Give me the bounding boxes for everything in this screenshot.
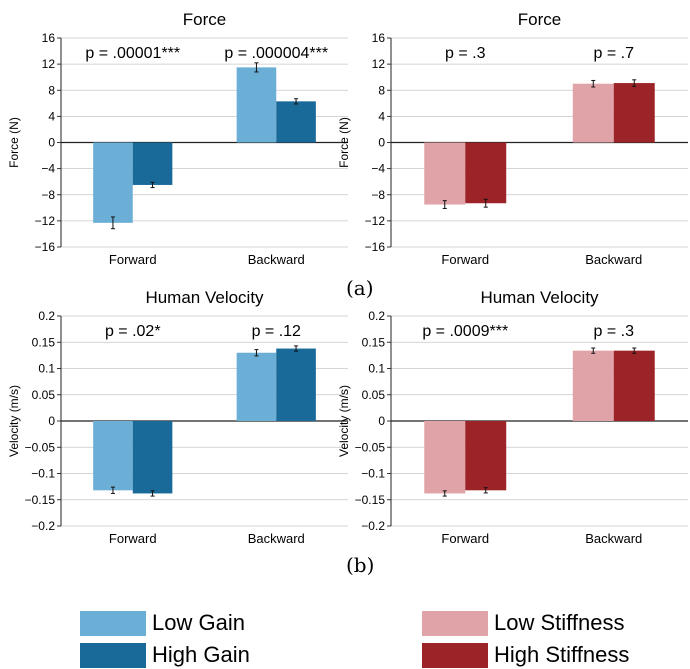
chart-3-p-value: p = .12	[252, 323, 301, 340]
chart-2-bar-forward-high-stiffness	[465, 142, 507, 204]
chart-1-ylabel: Force (N)	[7, 117, 21, 168]
legend-item-low-stiffness: Low Stiffness	[422, 610, 629, 636]
legend-label-low-gain: Low Gain	[152, 610, 245, 635]
legend-swatch-low-stiffness	[422, 610, 488, 636]
chart-1-p-value: p = .00001***	[85, 45, 180, 62]
legend-swatch-high-gain	[80, 642, 146, 668]
chart-2-ytick-label: −16	[365, 240, 386, 254]
chart-1-ytick-label: 16	[42, 31, 56, 45]
legend-stiffness: Low Stiffness High Stiffness	[422, 610, 629, 668]
chart-1-category-label: Backward	[248, 252, 305, 267]
chart-3-bar-forward-high-gain	[132, 421, 173, 494]
chart-3-ytick-label: 0.1	[38, 362, 55, 376]
chart-2-p-value: p = .3	[445, 45, 486, 62]
chart-1-ytick-label: −8	[41, 188, 55, 202]
chart-2-ytick-label: 12	[372, 57, 386, 71]
chart-4-ytick-label: −0.05	[355, 440, 386, 454]
chart-2-category-label: Backward	[585, 252, 642, 267]
chart-2-bar-forward-low-stiffness	[424, 142, 466, 205]
chart-2-bar-backward-high-stiffness	[613, 83, 655, 143]
chart-3-ytick-label: −0.2	[31, 519, 55, 533]
chart-4-ytick-label: 0	[378, 414, 385, 428]
chart-1-p-value: p = .000004***	[224, 45, 328, 62]
chart-4-category-label: Backward	[585, 531, 642, 546]
chart-4-p-value: p = .3	[594, 323, 635, 340]
chart-2-ytick-label: −8	[371, 188, 385, 202]
legend-item-low-gain: Low Gain	[80, 610, 250, 636]
chart-3-ytick-label: −0.1	[31, 467, 55, 481]
chart-1-ytick-label: 12	[42, 57, 56, 71]
chart-1-ytick-label: −12	[35, 214, 56, 228]
legend-label-high-stiffness: High Stiffness	[494, 642, 630, 667]
chart-3-ytick-label: 0.05	[32, 388, 56, 402]
chart-1-bar-forward-low-gain	[93, 142, 133, 223]
chart-2-bar-backward-low-stiffness	[572, 83, 614, 143]
legend-item-high-gain: High Gain	[80, 642, 250, 668]
chart-3-category-label: Forward	[109, 531, 157, 546]
chart-4-ytick-label: 0.15	[362, 335, 386, 349]
chart-2-ytick-label: −12	[365, 214, 386, 228]
chart-1-ytick-label: 8	[48, 83, 55, 97]
chart-2-ylabel: Force (N)	[337, 117, 351, 168]
chart-2-ytick-label: −4	[371, 162, 385, 176]
chart-1-bar-backward-low-gain	[236, 67, 277, 143]
chart-4-ytick-label: 0.1	[368, 362, 385, 376]
chart-3-ytick-label: 0.2	[38, 309, 55, 323]
chart-4-ytick-label: 0.05	[362, 388, 386, 402]
chart-3-ytick-label: −0.05	[25, 440, 56, 454]
chart-4-ytick-label: −0.1	[361, 467, 385, 481]
chart-4-ytick-label: −0.15	[355, 493, 386, 507]
legend-gain: Low Gain High Gain	[80, 610, 250, 668]
legend-label-low-stiffness: Low Stiffness	[494, 610, 625, 635]
chart-1-ytick-label: 0	[48, 136, 55, 150]
chart-3-title: Human Velocity	[145, 288, 264, 307]
chart-3-bar-backward-high-gain	[276, 348, 316, 421]
chart-3-ytick-label: −0.15	[25, 493, 56, 507]
chart-3-ytick-label: 0.15	[32, 335, 56, 349]
chart-4-ylabel: Velocity (m/s)	[337, 385, 351, 457]
legend-item-high-stiffness: High Stiffness	[422, 642, 629, 668]
chart-3-category-label: Backward	[248, 531, 305, 546]
chart-4-bar-forward-high-stiffness	[465, 421, 507, 491]
chart-4-p-value: p = .0009***	[422, 323, 508, 340]
chart-1-title: Force	[183, 10, 226, 29]
chart-4-bar-backward-low-stiffness	[572, 350, 614, 421]
legend-swatch-low-gain	[80, 610, 146, 636]
caption-a: (a)	[346, 276, 374, 300]
chart-3-ytick-label: 0	[48, 414, 55, 428]
chart-1-bar-forward-high-gain	[132, 142, 173, 185]
chart-1-ytick-label: −16	[35, 240, 56, 254]
chart-1-ytick-label: 4	[48, 109, 55, 123]
chart-2-ytick-label: 0	[378, 136, 385, 150]
legend-label-high-gain: High Gain	[152, 642, 250, 667]
chart-2-category-label: Forward	[441, 252, 489, 267]
chart-2-p-value: p = .7	[594, 45, 635, 62]
chart-2-ytick-label: 4	[378, 109, 385, 123]
caption-b: (b)	[346, 553, 375, 577]
chart-4-category-label: Forward	[441, 531, 489, 546]
chart-2-ytick-label: 8	[378, 83, 385, 97]
chart-4-ytick-label: 0.2	[368, 309, 385, 323]
chart-3-p-value: p = .02*	[105, 323, 161, 340]
legend-swatch-high-stiffness	[422, 642, 488, 668]
chart-1-bar-backward-high-gain	[276, 101, 316, 143]
chart-4-ytick-label: −0.2	[361, 519, 385, 533]
chart-3-bar-backward-low-gain	[236, 352, 277, 421]
chart-3-bar-forward-low-gain	[93, 421, 133, 491]
chart-3-ylabel: Velocity (m/s)	[7, 385, 21, 457]
chart-1-ytick-label: −4	[41, 162, 55, 176]
chart-4-title: Human Velocity	[480, 288, 599, 307]
chart-1-category-label: Forward	[109, 252, 157, 267]
chart-4-bar-backward-high-stiffness	[613, 350, 655, 421]
figure: −16 −12 −8 −4 0 4 8 12 16 Forward p = .00001*** Bac…	[7, 10, 688, 546]
chart-2-ytick-label: 16	[372, 31, 386, 45]
chart-2-title: Force	[518, 10, 561, 29]
chart-4-bar-forward-low-stiffness	[424, 421, 466, 494]
